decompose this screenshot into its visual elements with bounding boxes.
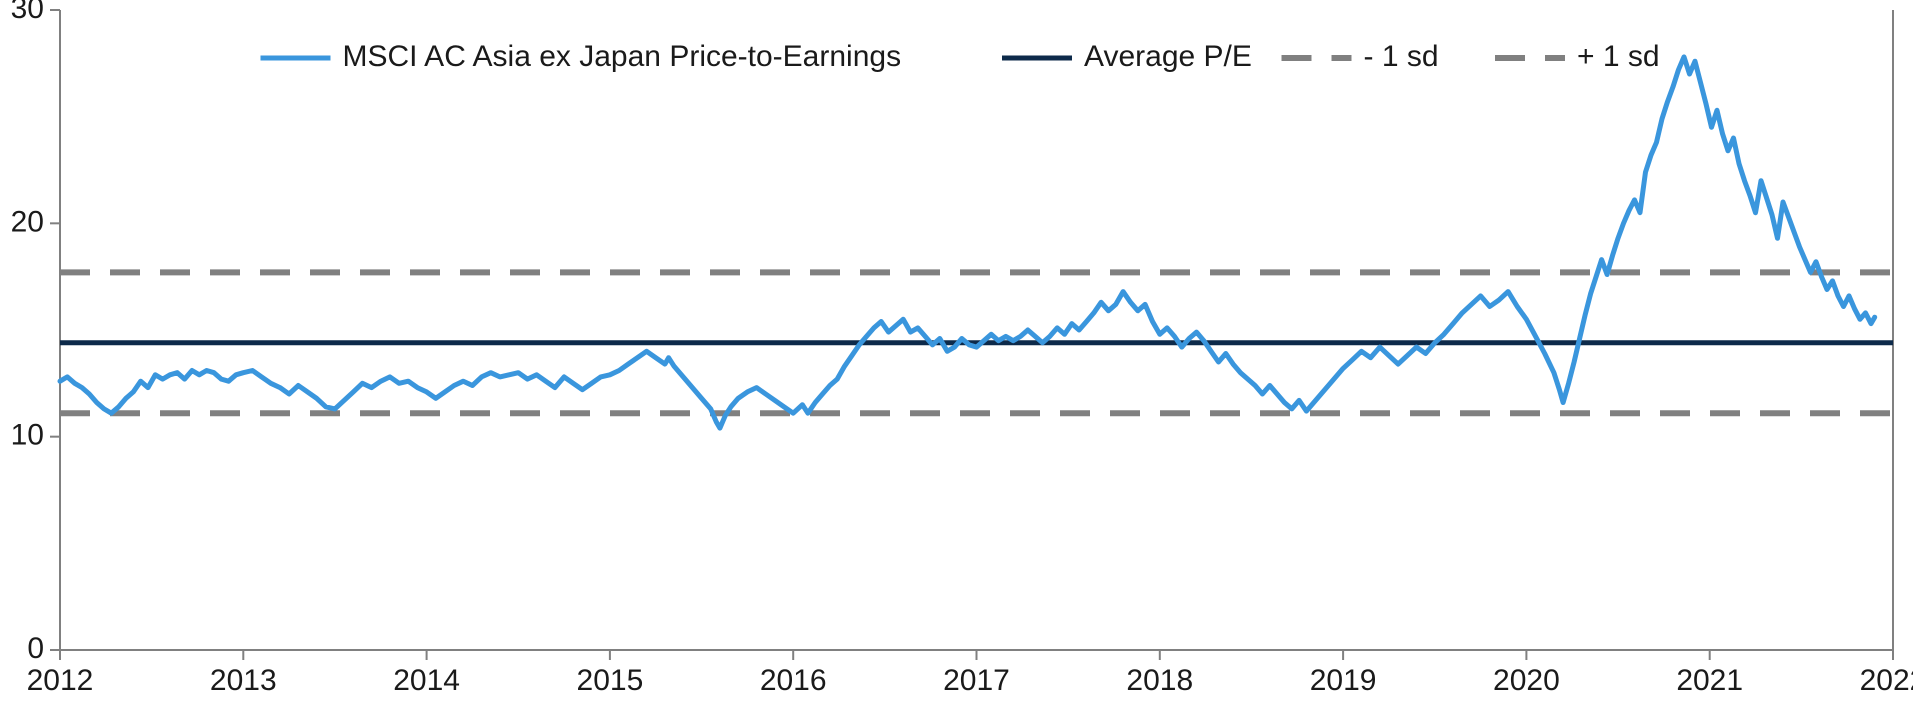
x-tick-label: 2013 <box>210 664 277 697</box>
legend-label: Average P/E <box>1084 40 1252 73</box>
x-tick-label: 2017 <box>943 664 1010 697</box>
legend-label: MSCI AC Asia ex Japan Price-to-Earnings <box>343 40 902 73</box>
pe-chart: 0 10 20 30 2012 2013 2014 2015 2016 2017 2018 2019 2… <box>0 0 1913 705</box>
legend-label: - 1 sd <box>1364 40 1439 73</box>
x-tick-label: 2022 <box>1860 664 1913 697</box>
x-tick-label: 2021 <box>1676 664 1743 697</box>
x-tick-label: 2018 <box>1126 664 1193 697</box>
x-tick-label: 2019 <box>1310 664 1377 697</box>
y-tick-label: 0 <box>27 632 44 665</box>
x-tick-label: 2020 <box>1493 664 1560 697</box>
x-tick-label: 2015 <box>577 664 644 697</box>
x-tick-label: 2014 <box>393 664 460 697</box>
x-tick-label: 2012 <box>27 664 94 697</box>
pe-chart-svg: 0 10 20 30 2012 2013 2014 2015 2016 2017 2018 2019 2… <box>0 0 1913 705</box>
legend-label: + 1 sd <box>1577 40 1660 73</box>
x-tick-label: 2016 <box>760 664 827 697</box>
y-tick-label: 10 <box>11 419 44 452</box>
y-tick-label: 20 <box>11 205 44 238</box>
y-tick-label: 30 <box>11 0 44 25</box>
